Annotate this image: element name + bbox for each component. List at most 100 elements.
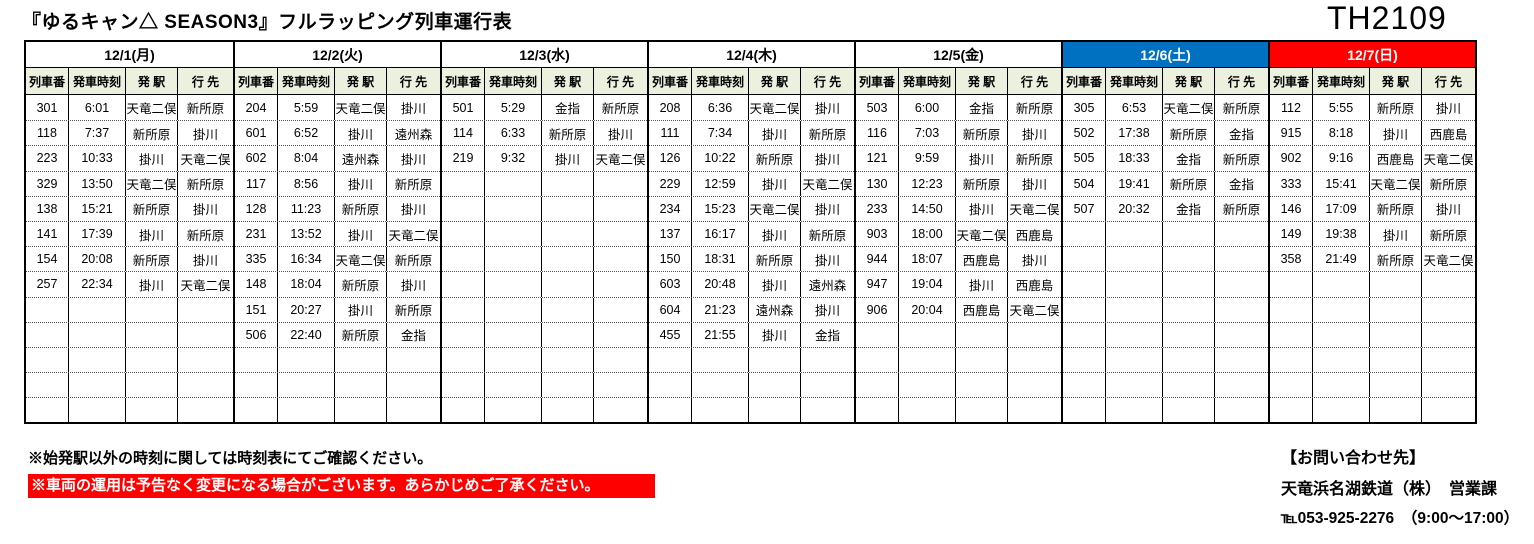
train-number-cell: 223 <box>36 151 58 166</box>
train-number-cell <box>235 398 277 422</box>
departure-station-cell <box>1162 347 1214 373</box>
timetable-row: 126 10:22 新所原 掛川 <box>649 145 854 171</box>
destination-cell: 金指 <box>800 322 854 347</box>
departure-time-cell: 14:50 <box>898 196 955 221</box>
destination-cell: 天竜二俣 <box>177 146 233 171</box>
train-number-cell: 502 <box>1073 126 1095 141</box>
column-header: 発車時刻 <box>484 68 541 94</box>
destination-cell: 新所原 <box>800 121 854 146</box>
timetable-row <box>442 170 647 196</box>
departure-time-cell: 16:34 <box>277 247 334 272</box>
train-number-cell: 141 <box>36 227 58 242</box>
timetable-row: 114 6:33 新所原 掛川 <box>442 120 647 146</box>
destination-cell: 掛川 <box>800 297 854 322</box>
train-number-cell <box>442 222 484 246</box>
departure-station-cell <box>1162 221 1214 247</box>
departure-station-cell <box>1369 398 1421 423</box>
departure-time-cell <box>1105 272 1162 297</box>
train-number-cell <box>442 298 484 322</box>
departure-station-cell: 天竜二俣 <box>334 95 386 121</box>
departure-time-cell: 6:00 <box>898 95 955 121</box>
page-title: 『ゆるキャン△ SEASON3』フルラッピング列車運行表 <box>22 12 513 33</box>
day-block: 12/7(日) 列車番 発車時刻発 駅行 先 112 5:55 新所原 掛川 915 8:18 掛… <box>1268 42 1475 423</box>
departure-station-cell: 掛川 <box>748 221 800 247</box>
destination-cell <box>1214 272 1268 297</box>
train-number-cell: 148 <box>245 277 267 292</box>
train-number-cell: 138 <box>36 201 58 216</box>
departure-time-cell: 18:31 <box>691 247 748 272</box>
departure-time-cell <box>1312 297 1369 322</box>
column-header: 発 駅 <box>541 68 593 94</box>
departure-station-cell: 掛川 <box>541 146 593 171</box>
departure-station-cell <box>1162 247 1214 272</box>
timetable-row: 604 21:23 遠州森 掛川 <box>649 296 854 322</box>
column-header: 列車番 <box>1272 74 1309 89</box>
departure-time-cell <box>1105 221 1162 247</box>
departure-station-cell: 掛川 <box>334 121 386 146</box>
timetable-row: 141 17:39 掛川 新所原 <box>26 220 233 247</box>
departure-time-cell <box>1312 272 1369 297</box>
timetable-row: 503 6:00 金指 新所原 <box>856 95 1061 121</box>
destination-cell <box>177 398 233 423</box>
train-number-cell: 505 <box>1073 151 1095 166</box>
timetable-row: 507 20:32 金指 新所原 <box>1063 195 1268 221</box>
destination-cell <box>593 247 647 272</box>
timetable-row: 603 20:48 掛川 遠州森 <box>649 271 854 297</box>
train-number-cell <box>26 373 68 397</box>
departure-time-cell: 5:29 <box>484 95 541 121</box>
timetable-row <box>235 397 440 423</box>
train-number-cell <box>649 373 691 397</box>
column-header: 列車番 <box>858 74 895 89</box>
destination-cell <box>1421 322 1475 347</box>
train-number-cell <box>1063 373 1105 397</box>
destination-cell <box>386 398 440 423</box>
departure-time-cell: 8:04 <box>277 146 334 171</box>
train-number-cell <box>1270 323 1312 347</box>
timetable-row <box>1063 397 1268 423</box>
train-number-cell: 358 <box>1280 252 1302 267</box>
destination-cell: 天竜二俣 <box>1421 146 1475 171</box>
destination-cell <box>1214 347 1268 373</box>
column-header-row: 列車番 発車時刻発 駅行 先 <box>442 68 647 95</box>
departure-time-cell <box>484 221 541 247</box>
destination-cell: 掛川 <box>800 196 854 221</box>
departure-time-cell: 6:33 <box>484 121 541 146</box>
departure-station-cell: 新所原 <box>955 171 1007 196</box>
destination-cell: 天竜二俣 <box>593 146 647 171</box>
day-header: 12/7(日) <box>1270 42 1475 68</box>
departure-time-cell <box>1105 398 1162 423</box>
destination-cell: 掛川 <box>1007 171 1061 196</box>
timetable-row: 111 7:34 掛川 新所原 <box>649 120 854 146</box>
timetable-row: 138 15:21 新所原 掛川 <box>26 195 233 221</box>
destination-cell: 新所原 <box>1214 146 1268 171</box>
timetable-row <box>442 220 647 247</box>
departure-time-cell: 21:55 <box>691 322 748 347</box>
train-number-cell <box>649 348 691 372</box>
timetable-row <box>649 346 854 373</box>
timetable-row: 335 16:34 天竜二俣 新所原 <box>235 246 440 272</box>
timetable-row: 329 13:50 天竜二俣 新所原 <box>26 170 233 196</box>
destination-cell <box>1214 297 1268 322</box>
train-number-cell <box>1063 272 1105 296</box>
timetable-row: 219 9:32 掛川 天竜二俣 <box>442 145 647 171</box>
departure-time-cell <box>277 398 334 423</box>
departure-time-cell <box>1105 322 1162 347</box>
departure-time-cell: 20:32 <box>1105 196 1162 221</box>
departure-station-cell <box>1162 322 1214 347</box>
train-number-cell: 219 <box>452 151 474 166</box>
departure-time-cell: 15:41 <box>1312 171 1369 196</box>
departure-time-cell <box>898 398 955 423</box>
column-header: 発車時刻 <box>277 68 334 94</box>
departure-station-cell: 掛川 <box>955 272 1007 297</box>
destination-cell: 金指 <box>1214 171 1268 196</box>
timetable-row: 116 7:03 新所原 掛川 <box>856 120 1061 146</box>
departure-station-cell <box>1162 373 1214 398</box>
departure-station-cell: 新所原 <box>334 196 386 221</box>
departure-station-cell: 天竜二俣 <box>334 247 386 272</box>
train-number-cell: 116 <box>867 126 887 141</box>
destination-cell <box>1007 347 1061 373</box>
timetable-row: 506 22:40 新所原 金指 <box>235 321 440 347</box>
train-number-cell: 329 <box>36 176 58 191</box>
column-header: 発車時刻 <box>1312 68 1369 94</box>
timetable-row: 602 8:04 遠州森 掛川 <box>235 145 440 171</box>
